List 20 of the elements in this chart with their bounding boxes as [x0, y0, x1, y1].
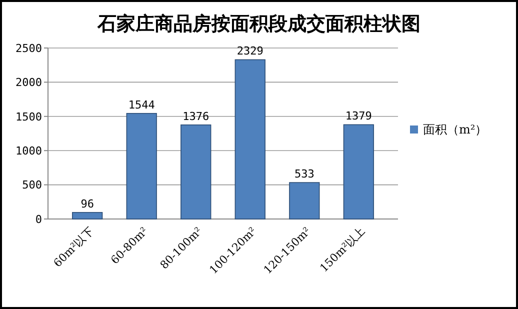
data-label: 1544: [128, 98, 156, 112]
legend-label: 面积（m²）: [423, 122, 488, 137]
bar: [72, 212, 103, 220]
chart-title: 石家庄商品房按面积段成交面积柱状图: [96, 13, 420, 35]
data-label: 96: [80, 197, 94, 210]
y-tick-label: 0: [35, 212, 42, 226]
y-tick-label: 500: [22, 178, 42, 192]
bar: [234, 59, 266, 220]
y-tick-label: 1000: [16, 144, 42, 158]
bar: [126, 112, 157, 220]
data-label: 533: [294, 168, 314, 181]
bar: [343, 124, 374, 220]
bar: [289, 182, 320, 220]
data-label: 1379: [345, 110, 372, 123]
bar: [180, 124, 212, 220]
y-tick-label: 2500: [16, 42, 42, 55]
data-label: 1376: [182, 110, 210, 123]
y-tick-label: 1500: [16, 110, 42, 124]
y-tick-label: 2000: [16, 76, 42, 90]
data-label: 2329: [236, 44, 264, 58]
